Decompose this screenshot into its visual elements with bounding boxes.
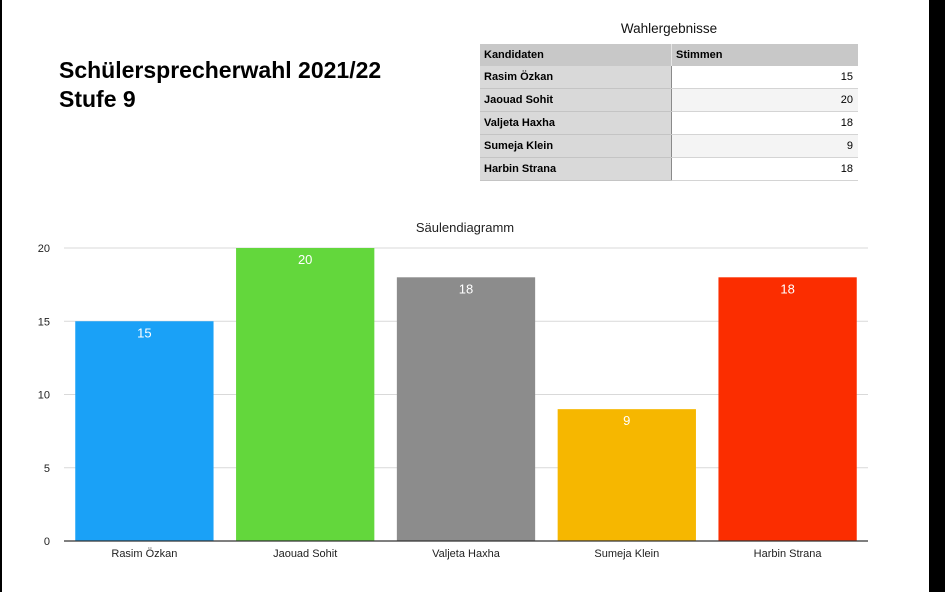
- column-header-votes: Stimmen: [671, 44, 858, 66]
- x-tick-label: Harbin Strana: [754, 548, 823, 560]
- x-tick-label: Sumeja Klein: [594, 548, 659, 560]
- bar: [718, 277, 857, 541]
- table-header-row: Kandidaten Stimmen: [480, 44, 858, 66]
- votes-cell: 9: [671, 134, 858, 158]
- chart-axes: 0 5 10 15 20 Rasim Özkan Jaouad Sohit Valjeta H…: [38, 243, 868, 560]
- bar: [236, 248, 375, 541]
- bar: [75, 321, 214, 541]
- y-tick-label: 5: [44, 463, 50, 475]
- x-tick-label: Jaouad Sohit: [273, 548, 337, 560]
- chart-bars: 15 20 18 9 18: [75, 248, 857, 541]
- table-title: Wahlergebnisse: [620, 21, 718, 36]
- bar-value-label: 20: [298, 252, 312, 267]
- x-tick-label: Rasim Özkan: [111, 548, 177, 560]
- y-tick-label: 10: [38, 390, 50, 402]
- results-table: Kandidaten Stimmen Rasim Özkan 15 Jaouad…: [480, 44, 858, 181]
- y-tick-label: 20: [38, 243, 50, 255]
- bar-value-label: 15: [137, 325, 151, 340]
- table-row: Sumeja Klein 9: [480, 134, 858, 158]
- heading-subtitle: Stufe 9: [59, 86, 136, 112]
- candidate-name-cell: Sumeja Klein: [480, 134, 672, 158]
- candidate-name-cell: Valjeta Haxha: [480, 111, 672, 135]
- chart-title: Säulendiagramm: [416, 220, 514, 235]
- heading-title: Schülersprecherwahl 2021/22: [59, 57, 382, 83]
- bar: [557, 409, 696, 541]
- bar-value-label: 9: [623, 413, 630, 428]
- votes-cell: 15: [671, 66, 858, 89]
- page-heading: Schülersprecherwahl 2021/22 Stufe 9: [59, 56, 381, 114]
- candidate-name-cell: Rasim Özkan: [480, 66, 672, 89]
- column-header-candidates: Kandidaten: [480, 44, 672, 66]
- candidate-name-cell: Jaouad Sohit: [480, 88, 672, 112]
- candidate-name-cell: Harbin Strana: [480, 157, 672, 181]
- votes-cell: 20: [671, 88, 858, 112]
- bar: [396, 277, 536, 541]
- x-tick-label: Valjeta Haxha: [432, 548, 501, 560]
- table-row: Rasim Özkan 15: [480, 66, 858, 89]
- table-row: Jaouad Sohit 20: [480, 88, 858, 112]
- table-row: Valjeta Haxha 18: [480, 111, 858, 135]
- bar-value-label: 18: [459, 281, 473, 296]
- votes-cell: 18: [671, 111, 858, 135]
- votes-cell: 18: [671, 157, 858, 181]
- y-tick-label: 15: [38, 316, 50, 328]
- table-row: Harbin Strana 18: [480, 157, 858, 181]
- y-tick-label: 0: [44, 536, 50, 548]
- bar-value-label: 18: [780, 281, 794, 296]
